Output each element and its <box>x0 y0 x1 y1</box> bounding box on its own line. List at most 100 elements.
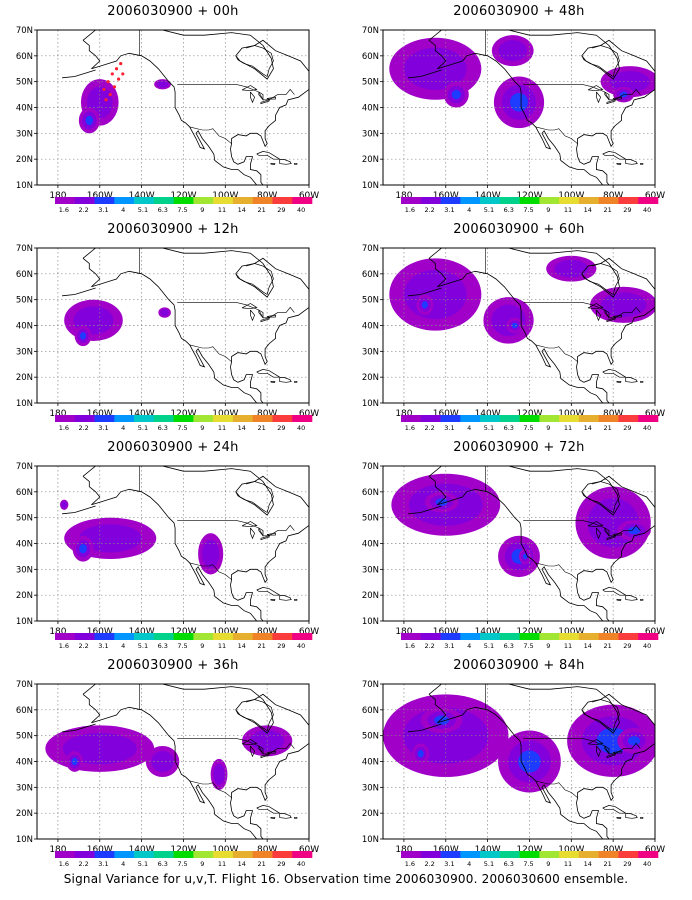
coastline <box>282 663 334 707</box>
colorbar-label: 2.2 <box>78 206 88 214</box>
colorbar-segment <box>519 633 540 640</box>
colorbar-label: 3.1 <box>98 860 108 868</box>
colorbar-segment <box>213 197 234 204</box>
colorbar-segment <box>114 197 135 204</box>
y-tick-label: 30N <box>16 565 33 575</box>
y-tick-label: 10N <box>16 617 33 627</box>
panel-title: 2006030900 + 12h <box>107 222 239 237</box>
colorbar-segment <box>272 633 293 640</box>
colorbar-segment <box>638 851 659 858</box>
variance-contour <box>151 750 174 773</box>
coastline <box>408 723 442 733</box>
colorbar-segment <box>420 197 441 204</box>
colorbar-label: 1.6 <box>405 206 415 214</box>
panel-title: 2006030900 + 48h <box>453 4 585 19</box>
observation-marker <box>108 92 112 97</box>
x-tick-label: 160W <box>433 627 459 637</box>
colorbar-label: 14 <box>584 860 592 868</box>
colorbar-label: 9 <box>546 424 550 432</box>
coastline <box>256 369 281 378</box>
colorbar-segment <box>499 633 520 640</box>
colorbar-label: 6.3 <box>158 206 168 214</box>
political-border <box>535 344 578 362</box>
coastline <box>602 151 627 160</box>
variance-contour <box>85 115 94 126</box>
colorbar-label: 2.2 <box>424 642 434 650</box>
x-tick-label: 140W <box>475 191 501 201</box>
colorbar-label: 40 <box>643 424 651 432</box>
coastline <box>616 162 622 165</box>
colorbar-label: 4 <box>467 642 471 650</box>
x-tick-label: 100W <box>212 191 238 201</box>
x-tick-label: 120W <box>170 627 196 637</box>
colorbar-label: 3.1 <box>444 206 454 214</box>
variance-contour <box>79 544 87 554</box>
colorbar-segment <box>252 415 273 422</box>
political-border <box>177 738 295 755</box>
colorbar-segment <box>539 415 560 422</box>
colorbar-segment <box>440 197 461 204</box>
colorbar-label: 1.6 <box>405 424 415 432</box>
colorbar-segment <box>460 197 481 204</box>
coastline <box>62 287 96 297</box>
colorbar-segment <box>598 197 619 204</box>
y-tick-label: 30N <box>362 129 379 139</box>
colorbar-segment <box>153 851 174 858</box>
variance-contour <box>80 332 87 340</box>
colorbar-segment <box>153 415 174 422</box>
y-tick-label: 20N <box>16 591 33 601</box>
political-border <box>177 520 295 537</box>
colorbar-label: 7.5 <box>523 642 533 650</box>
coastline <box>235 481 274 514</box>
colorbar-label: 7.5 <box>177 642 187 650</box>
colorbar-segment <box>134 851 155 858</box>
colorbar-label: 6.3 <box>158 424 168 432</box>
colorbar-segment <box>401 197 422 204</box>
political-border <box>177 84 295 101</box>
coastline <box>602 805 627 814</box>
x-tick-label: 180 <box>395 845 412 855</box>
colorbar-segment <box>173 415 194 422</box>
map-panel-8: 2006030900 + 84h 70N 60N 50N 40N 30N 20N 10N 180… <box>346 654 692 872</box>
colorbar-label: 9 <box>200 206 204 214</box>
coastline <box>628 445 680 489</box>
coastline <box>640 816 644 819</box>
colorbar-label: 2.2 <box>424 860 434 868</box>
colorbar-segment <box>173 633 194 640</box>
colorbar-label: 40 <box>297 206 305 214</box>
coastline <box>250 309 256 322</box>
y-tick-label: 10N <box>16 399 33 409</box>
colorbar-label: 29 <box>623 206 631 214</box>
colorbar-label: 3.1 <box>98 424 108 432</box>
colorbar-label: 6.3 <box>504 206 514 214</box>
coastline <box>282 227 334 271</box>
colorbar-segment <box>252 633 273 640</box>
colorbar-label: 29 <box>277 642 285 650</box>
y-tick-label: 70N <box>16 26 33 36</box>
coastline <box>581 481 620 514</box>
colorbar-segment <box>539 851 560 858</box>
colorbar-label: 2.2 <box>424 206 434 214</box>
x-tick-label: 100W <box>558 191 584 201</box>
colorbar-segment <box>499 197 520 204</box>
y-tick-label: 10N <box>362 617 379 627</box>
colorbar-segment <box>94 415 115 422</box>
colorbar-segment <box>153 633 174 640</box>
y-tick-label: 60N <box>362 706 379 716</box>
x-tick-label: 80W <box>257 627 277 637</box>
colorbar-label: 11 <box>218 424 226 432</box>
coastline <box>294 816 298 819</box>
x-tick-label: 120W <box>516 409 542 419</box>
coastline <box>256 587 281 596</box>
colorbar-segment <box>440 851 461 858</box>
colorbar-segment <box>420 415 441 422</box>
coastline <box>628 9 680 53</box>
political-border <box>535 780 578 798</box>
y-tick-label: 30N <box>16 783 33 793</box>
colorbar-label: 5.1 <box>138 206 148 214</box>
x-tick-label: 60W <box>299 409 319 419</box>
x-tick-label: 120W <box>170 845 196 855</box>
colorbar-label: 14 <box>238 860 246 868</box>
panel-title: 2006030900 + 36h <box>107 658 239 673</box>
figure-caption: Signal Variance for u,v,T. Flight 16. Ob… <box>63 872 629 886</box>
